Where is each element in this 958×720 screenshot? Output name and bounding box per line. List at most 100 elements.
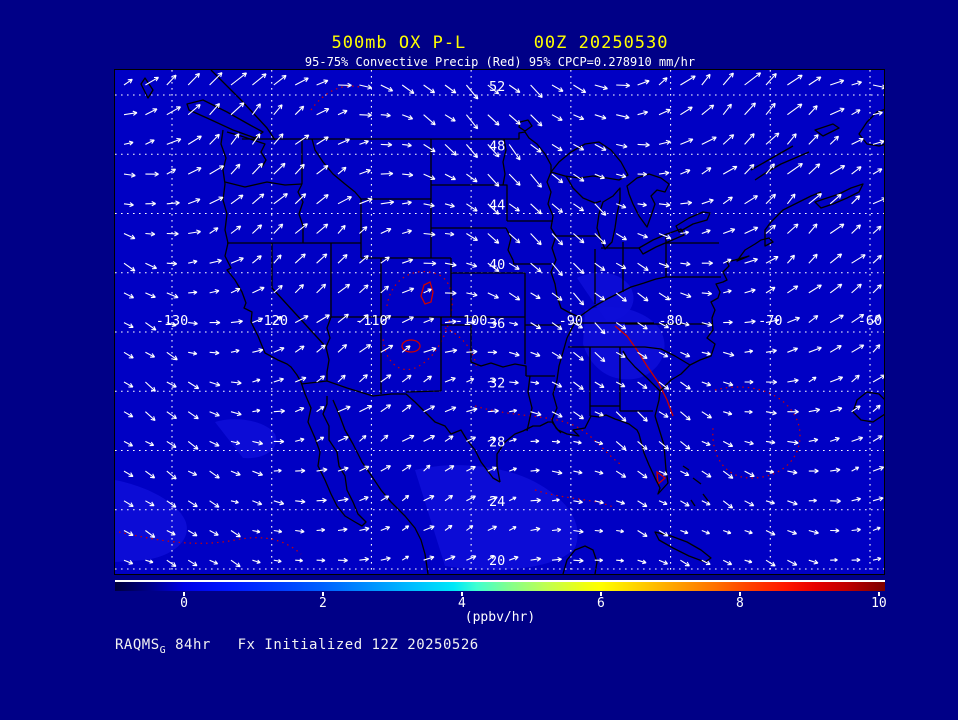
wind-vector-arrow bbox=[594, 528, 604, 534]
wind-vector-arrow bbox=[551, 351, 563, 359]
wind-vector-arrow bbox=[209, 530, 219, 536]
wind-vector-arrow bbox=[851, 137, 864, 145]
wind-vector-arrow bbox=[294, 376, 307, 383]
wind-vector-arrow bbox=[658, 411, 669, 418]
wind-vector-arrow bbox=[508, 203, 520, 212]
wind-vector-arrow bbox=[829, 314, 844, 324]
wind-vector-arrow bbox=[402, 200, 412, 206]
wind-vector-arrow bbox=[594, 322, 606, 335]
wind-vector-arrow bbox=[145, 322, 157, 331]
wind-vector-arrow bbox=[530, 556, 542, 562]
wind-vector-arrow bbox=[680, 381, 691, 390]
wind-vector-arrow bbox=[273, 377, 284, 383]
wind-vector-arrow bbox=[316, 467, 328, 473]
wind-vector-arrow bbox=[680, 470, 690, 477]
wind-vector-arrow bbox=[487, 203, 500, 215]
wind-vector-arrow bbox=[872, 556, 882, 562]
wind-vector-arrow bbox=[273, 529, 283, 534]
wind-vector-arrow bbox=[466, 407, 478, 413]
wind-vector-arrow bbox=[380, 314, 392, 324]
wind-vector-arrow bbox=[830, 558, 838, 562]
wind-vector-arrow bbox=[551, 556, 562, 563]
wind-vector-arrow bbox=[273, 558, 282, 564]
wind-vector-arrow bbox=[744, 409, 753, 415]
wind-vector-arrow bbox=[359, 197, 373, 205]
wind-vector-arrow bbox=[637, 559, 647, 565]
wind-vector-arrow bbox=[615, 470, 627, 478]
wind-vector-arrow bbox=[851, 224, 862, 234]
wind-vector-arrow bbox=[701, 440, 711, 446]
wind-vector-arrow bbox=[230, 559, 241, 568]
wind-vector-arrow bbox=[273, 162, 286, 175]
wind-vector-arrow bbox=[551, 292, 563, 301]
wind-vector-arrow bbox=[401, 404, 412, 413]
geography-boundary bbox=[628, 346, 691, 366]
wind-vector-arrow bbox=[251, 133, 261, 145]
wind-vector-arrow bbox=[637, 381, 648, 389]
wind-vector-arrow bbox=[466, 262, 478, 268]
wind-vector-arrow bbox=[337, 435, 349, 442]
wind-vector-arrow bbox=[380, 142, 393, 148]
wind-vector-arrow bbox=[551, 439, 561, 444]
wind-vector-arrow bbox=[851, 527, 861, 533]
wind-vector-arrow bbox=[316, 283, 327, 294]
geography-boundary bbox=[622, 350, 661, 392]
wind-vector-arrow bbox=[487, 144, 500, 158]
geography-boundary bbox=[562, 545, 598, 574]
wind-vector-arrow bbox=[230, 470, 241, 476]
wind-vector-arrow bbox=[872, 225, 882, 234]
wind-vector-arrow bbox=[829, 135, 840, 145]
wind-vector-arrow bbox=[316, 558, 326, 563]
wind-vector-arrow bbox=[615, 262, 627, 270]
wind-vector-arrow bbox=[509, 467, 518, 472]
wind-vector-arrow bbox=[359, 526, 370, 532]
wind-vector-arrow bbox=[423, 231, 436, 237]
wind-vector-arrow bbox=[872, 197, 884, 205]
wind-vector-arrow bbox=[145, 500, 155, 507]
wind-vector-arrow bbox=[722, 134, 735, 145]
wind-vector-arrow bbox=[145, 411, 156, 422]
wind-vector-arrow bbox=[209, 470, 220, 479]
wind-vector-arrow bbox=[830, 406, 843, 413]
wind-vector-arrow bbox=[380, 199, 395, 206]
geography-boundary bbox=[502, 138, 508, 221]
wind-vector-arrow bbox=[765, 559, 776, 567]
wind-vector-arrow bbox=[530, 292, 541, 300]
longitude-tick-label: -90 bbox=[559, 313, 583, 329]
wind-vector-arrow bbox=[230, 348, 240, 354]
wind-vector-arrow bbox=[230, 411, 242, 417]
wind-vector-arrow bbox=[487, 349, 498, 355]
wind-vector-arrow bbox=[145, 262, 158, 270]
wind-vector-arrow bbox=[787, 409, 799, 415]
wind-vector-arrow bbox=[166, 559, 177, 567]
wind-vector-arrow bbox=[530, 438, 540, 444]
wind-vector-arrow bbox=[830, 79, 845, 86]
wind-vector-arrow bbox=[786, 193, 796, 205]
wind-vector-arrow bbox=[551, 143, 563, 152]
latitude-tick-label: 24 bbox=[489, 494, 505, 510]
wind-vector-arrow bbox=[188, 290, 198, 295]
wind-vector-arrow bbox=[466, 349, 478, 355]
wind-vector-arrow bbox=[530, 468, 540, 473]
wind-vector-arrow bbox=[722, 500, 734, 509]
wind-vector-arrow bbox=[530, 351, 541, 357]
wind-vector-arrow bbox=[423, 173, 436, 181]
wind-vector-arrow bbox=[615, 292, 627, 302]
colorbar-gradient bbox=[115, 582, 885, 591]
wind-vector-arrow bbox=[851, 405, 861, 413]
wind-vector-arrow bbox=[401, 114, 414, 120]
wind-vector-arrow bbox=[573, 233, 585, 244]
wind-vector-arrow bbox=[359, 284, 369, 294]
wind-vector-arrow bbox=[188, 350, 198, 356]
wind-vector-arrow bbox=[230, 133, 240, 145]
wind-vector-arrow bbox=[615, 440, 627, 451]
wind-vector-arrow bbox=[616, 558, 624, 563]
wind-vector-arrow bbox=[701, 136, 717, 145]
wind-vector-arrow bbox=[423, 375, 432, 383]
wind-vector-arrow bbox=[658, 262, 670, 269]
wind-vector-arrow bbox=[423, 525, 435, 532]
wind-vector-arrow bbox=[509, 437, 517, 442]
wind-vector-arrow bbox=[359, 434, 367, 442]
wind-vector-arrow bbox=[851, 166, 862, 175]
wind-vector-arrow bbox=[637, 351, 648, 360]
